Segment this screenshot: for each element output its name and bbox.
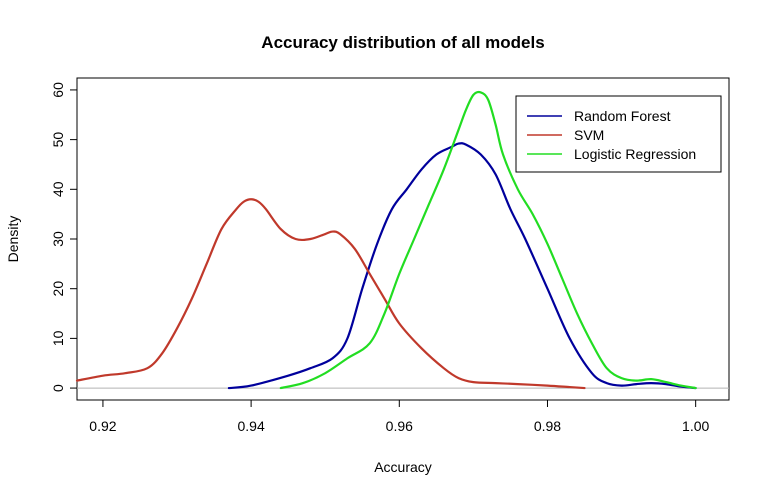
- legend-label-logistic-regression: Logistic Regression: [574, 146, 696, 162]
- y-tick-label: 40: [50, 181, 66, 197]
- x-tick-label: 0.98: [534, 418, 561, 434]
- chart-title: Accuracy distribution of all models: [261, 33, 544, 52]
- y-tick-label: 0: [50, 384, 66, 392]
- y-tick-label: 10: [50, 330, 66, 346]
- legend-label-random-forest: Random Forest: [574, 108, 671, 124]
- y-tick-label: 50: [50, 132, 66, 148]
- y-axis-label: Density: [5, 216, 21, 263]
- series-line-logistic-regression: [279, 90, 697, 390]
- legend-box: [515, 95, 722, 173]
- x-axis-label: Accuracy: [374, 459, 432, 475]
- x-tick-label: 0.94: [237, 418, 264, 434]
- x-axis: 0.92 0.94 0.96 0.98 1.00: [89, 400, 709, 434]
- series-line-svm: [75, 198, 586, 390]
- x-tick-label: 0.96: [386, 418, 413, 434]
- y-tick-label: 20: [50, 281, 66, 297]
- legend: Random Forest SVM Logistic Regression: [515, 95, 722, 173]
- y-axis: 0 10 20 30 40 50 60: [50, 82, 77, 392]
- legend-label-svm: SVM: [574, 127, 604, 143]
- y-tick-label: 60: [50, 82, 66, 98]
- series-layer: [75, 90, 697, 390]
- x-tick-label: 1.00: [682, 418, 709, 434]
- x-tick-label: 0.92: [89, 418, 116, 434]
- series-line-random-forest: [227, 142, 697, 390]
- y-tick-label: 30: [50, 231, 66, 247]
